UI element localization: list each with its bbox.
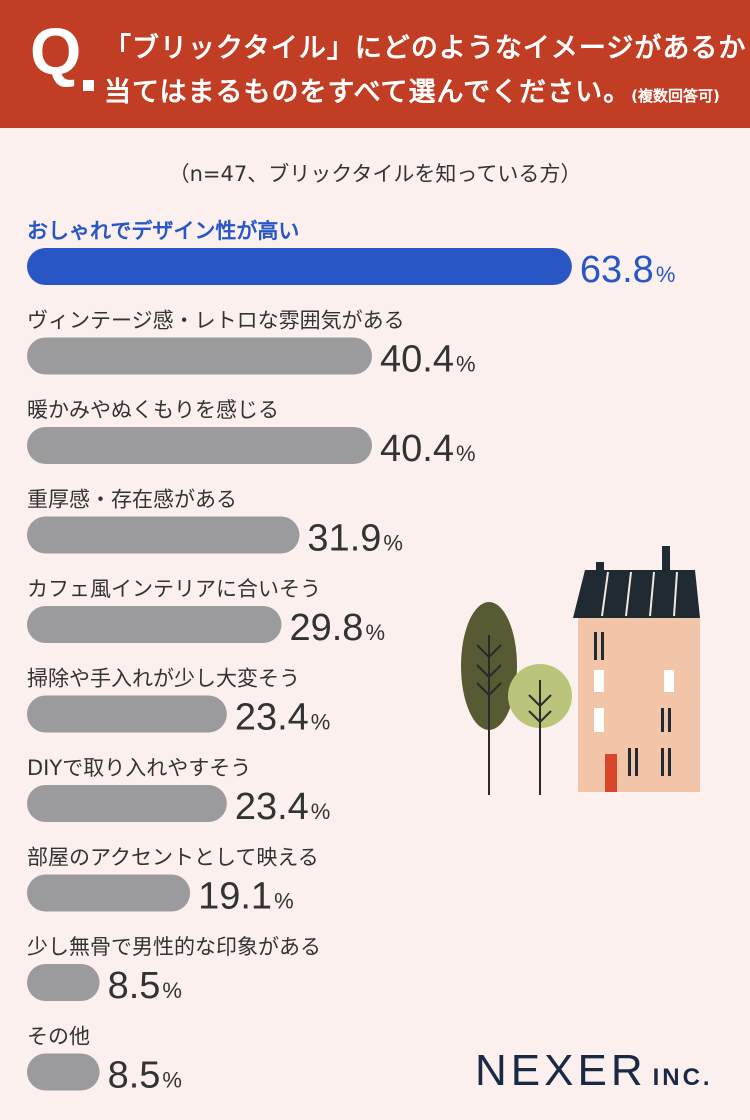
house-trees-illustration (461, 546, 700, 795)
category-label: おしゃれでデザイン性が高い (27, 219, 299, 243)
data-label: 31.9% (307, 518, 403, 560)
data-label: 29.8% (289, 607, 385, 649)
sample-size-note: （n=47、ブリックタイルを知っている方） (168, 162, 582, 186)
category-label: ヴィンテージ感・レトロな雰囲気がある (27, 309, 405, 333)
data-label: 8.5% (108, 965, 182, 1007)
question-line-2-text: 当てはまるものをすべて選んでください。 (104, 77, 632, 108)
data-label: 40.4% (380, 339, 476, 381)
q-mark: Q (30, 14, 82, 88)
data-label: 63.8% (580, 249, 676, 291)
bar (27, 874, 191, 912)
question-header: Q 「ブリックタイル」にどのようなイメージがあるか 当てはまるものをすべて選んで… (0, 0, 750, 128)
category-label: カフェ風インテリアに合いそう (27, 577, 321, 601)
logo-sub: INC. (652, 1064, 713, 1091)
bar (27, 695, 227, 733)
logo-main: NEXER (475, 1046, 647, 1095)
data-label: 23.4% (235, 697, 331, 739)
door-icon (605, 754, 617, 792)
data-label: 19.1% (198, 876, 294, 918)
nexer-logo: NEXER INC. (475, 1046, 713, 1096)
bar (27, 337, 373, 375)
data-label: 40.4% (380, 428, 476, 470)
category-label: その他 (27, 1025, 90, 1049)
category-label: 暖かみやぬくもりを感じる (27, 398, 279, 422)
data-label: 23.4% (235, 786, 331, 828)
category-label: DIYで取り入れやすそう (27, 756, 251, 780)
data-label: 8.5% (108, 1055, 182, 1097)
house-roof (573, 570, 700, 618)
bar (27, 427, 373, 464)
category-label: 掃除や手入れが少し大変そう (27, 667, 300, 691)
bar (27, 964, 100, 1001)
house-icon (578, 618, 700, 792)
question-note: (複数回答可) (631, 87, 720, 105)
bar (27, 606, 282, 643)
category-label: 部屋のアクセントとして映える (27, 846, 319, 870)
category-label: 少し無骨で男性的な印象がある (27, 935, 321, 959)
bar (27, 248, 572, 285)
bar (27, 516, 300, 554)
bar (27, 1053, 100, 1091)
bar (27, 785, 227, 822)
category-label: 重厚感・存在感がある (27, 488, 237, 512)
question-line-1: 「ブリックタイル」にどのようなイメージがあるか (104, 33, 747, 64)
q-dot-decoration (83, 80, 94, 91)
question-line-2: 当てはまるものをすべて選んでください。(複数回答可) (104, 70, 720, 109)
